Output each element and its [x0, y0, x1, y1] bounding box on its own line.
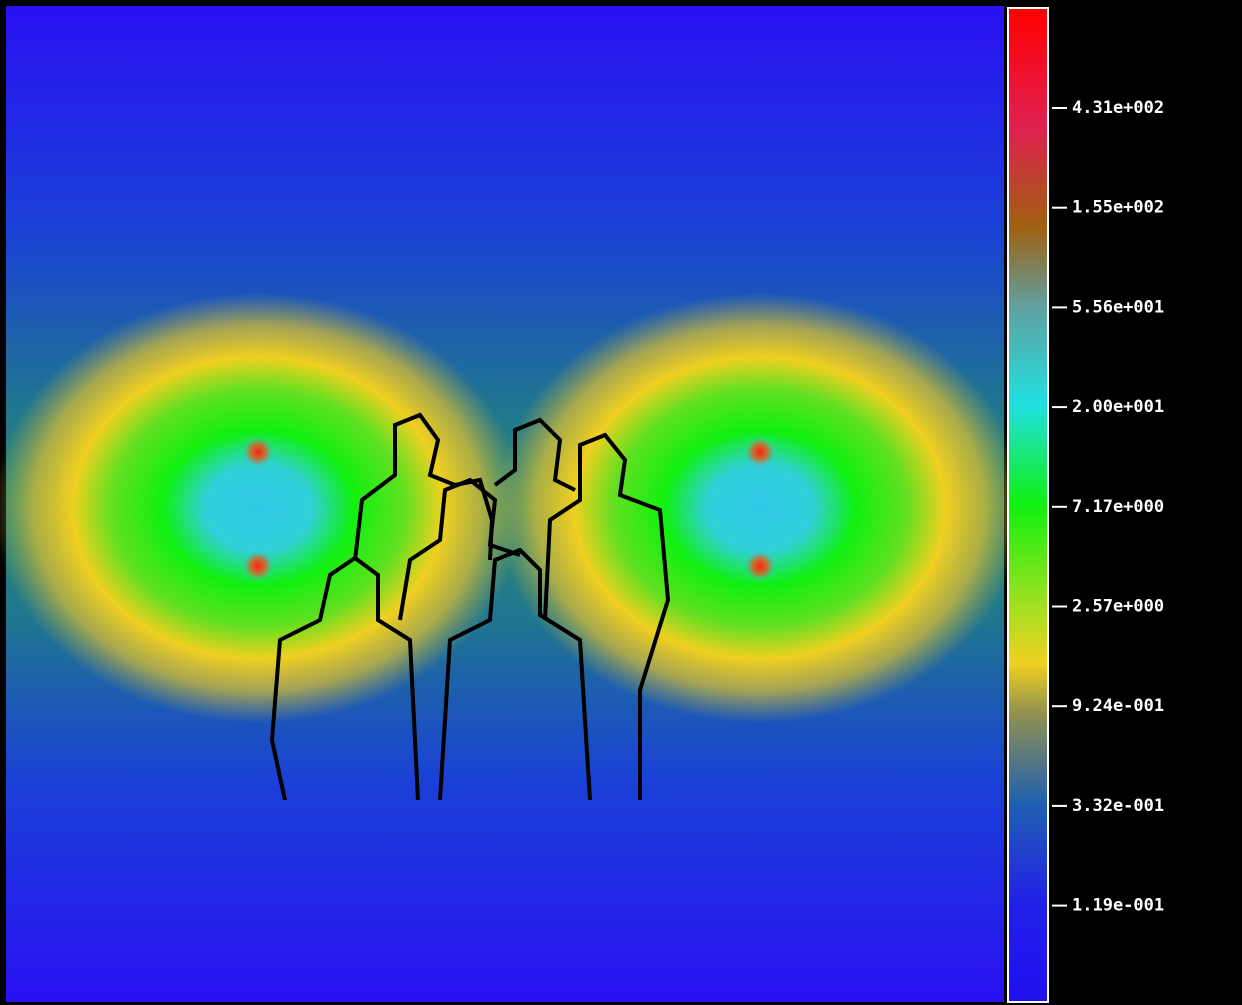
field-view: 4.31e+002 1.55e+002 5.56e+001 2.00e+001 7.17…: [0, 0, 1242, 1005]
colorbar-tick-label: 7.17e+000: [1072, 497, 1164, 517]
colorbar-tick-label: 3.32e-001: [1072, 796, 1164, 816]
field-lobe: [495, 293, 1025, 723]
colorbar-tick-label: 4.31e+002: [1072, 98, 1164, 118]
colorbar-tick-label: 2.57e+000: [1072, 597, 1164, 617]
hot-spot: [242, 436, 274, 468]
hot-spot: [242, 550, 274, 582]
colorbar-tick-label: 1.55e+002: [1072, 198, 1164, 218]
colorbar-tick-label: 2.00e+001: [1072, 397, 1164, 417]
colorbar-tick-label: 5.56e+001: [1072, 297, 1164, 317]
colorbar: [1008, 8, 1048, 1002]
hot-spot: [744, 436, 776, 468]
hot-spot: [744, 550, 776, 582]
colorbar-tick-label: 1.19e-001: [1072, 896, 1164, 916]
colorbar-tick-label: 9.24e-001: [1072, 696, 1164, 716]
